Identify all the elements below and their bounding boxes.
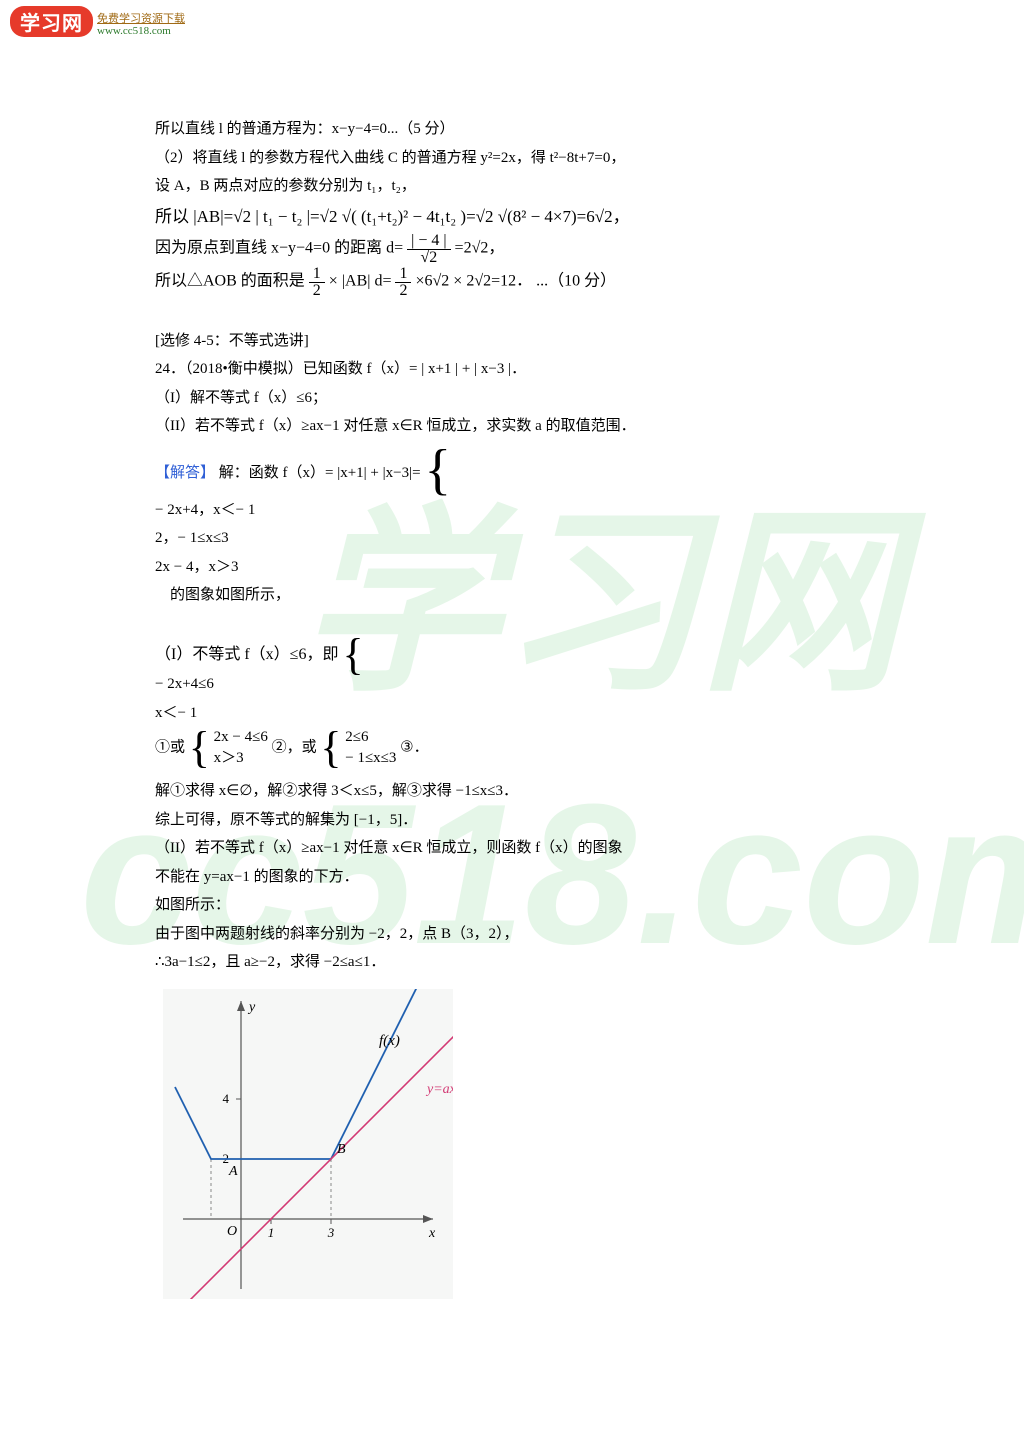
svg-text:3: 3 (327, 1225, 335, 1240)
question-line: 24．（2018•衡中模拟）已知函数 f（x）= | x+1 | + | x−3… (155, 355, 904, 384)
text-line: 解①求得 x∈∅，解②求得 3＜x≤5，解③求得 −1≤x≤3． (155, 777, 904, 806)
text-line: 所以直线 l 的普通方程为：x−y−4=0...（5 分） (155, 115, 904, 144)
svg-text:A: A (228, 1164, 238, 1179)
svg-text:B: B (337, 1142, 346, 1157)
logo-tagline-link[interactable]: 免费学习资源下载 (97, 13, 185, 25)
text-line: 由于图中两题射线的斜率分别为 −2，2，点 B（3，2）， (155, 920, 904, 949)
logo-tagline: 免费学习资源下载 www.cc518.com (97, 13, 185, 37)
text-line: （2）将直线 l 的参数方程代入曲线 C 的普通方程 y²=2x，得 t²−8t… (155, 144, 904, 173)
text-line: 综上可得，原不等式的解集为 [−1，5]． (155, 806, 904, 835)
answer-label: 【解答】 (155, 465, 215, 481)
svg-text:y: y (247, 1000, 256, 1015)
question-line: （II）若不等式 f（x）≥ax−1 对任意 x∈R 恒成立，求实数 a 的取值… (155, 412, 904, 441)
svg-text:4: 4 (223, 1091, 230, 1106)
formula-line: 因为原点到直线 x−y−4=0 的距离 d= | − 4 |√2 =2√2， (155, 233, 904, 266)
text-line: 不能在 y=ax−1 的图象的下方． (155, 863, 904, 892)
svg-text:O: O (227, 1224, 237, 1239)
text-line: ∴3a−1≤2，且 a≥−2，求得 −2≤a≤1． (155, 948, 904, 977)
text-line: 如图所示： (155, 891, 904, 920)
question-line: （I）解不等式 f（x）≤6； (155, 384, 904, 413)
svg-text:y=ax−1: y=ax−1 (425, 1082, 453, 1097)
text-line: （II）若不等式 f（x）≥ax−1 对任意 x∈R 恒成立，则函数 f（x）的… (155, 834, 904, 863)
site-logo: 学习网 免费学习资源下载 www.cc518.com (10, 6, 185, 37)
function-graph: 1324OxyABf(x)y=ax−1 (163, 989, 453, 1299)
svg-text:1: 1 (268, 1225, 275, 1240)
text-line: 设 A，B 两点对应的参数分别为 t₁，t₂， (155, 172, 904, 201)
logo-brand: 学习网 (10, 6, 93, 37)
page-body: 所以直线 l 的普通方程为：x−y−4=0...（5 分） （2）将直线 l 的… (155, 115, 904, 1309)
formula-line: 所以△AOB 的面积是 12 × |AB| d= 12 ×6√2 × 2√2=1… (155, 266, 904, 299)
svg-text:x: x (428, 1226, 436, 1241)
inequality-line: （I）不等式 f（x）≤6，即 { (155, 640, 904, 671)
answer-line: 【解答】 解：函数 f（x）= |x+1| + |x−3|= { (155, 451, 904, 496)
section-title: [选修 4-5：不等式选讲] (155, 327, 904, 356)
svg-text:f(x): f(x) (379, 1033, 400, 1049)
formula-line: 所以 |AB|=√2 | t₁ − t₂ |=√2 √( (t₁+t₂)² − … (155, 201, 904, 233)
logo-url: www.cc518.com (97, 25, 171, 37)
